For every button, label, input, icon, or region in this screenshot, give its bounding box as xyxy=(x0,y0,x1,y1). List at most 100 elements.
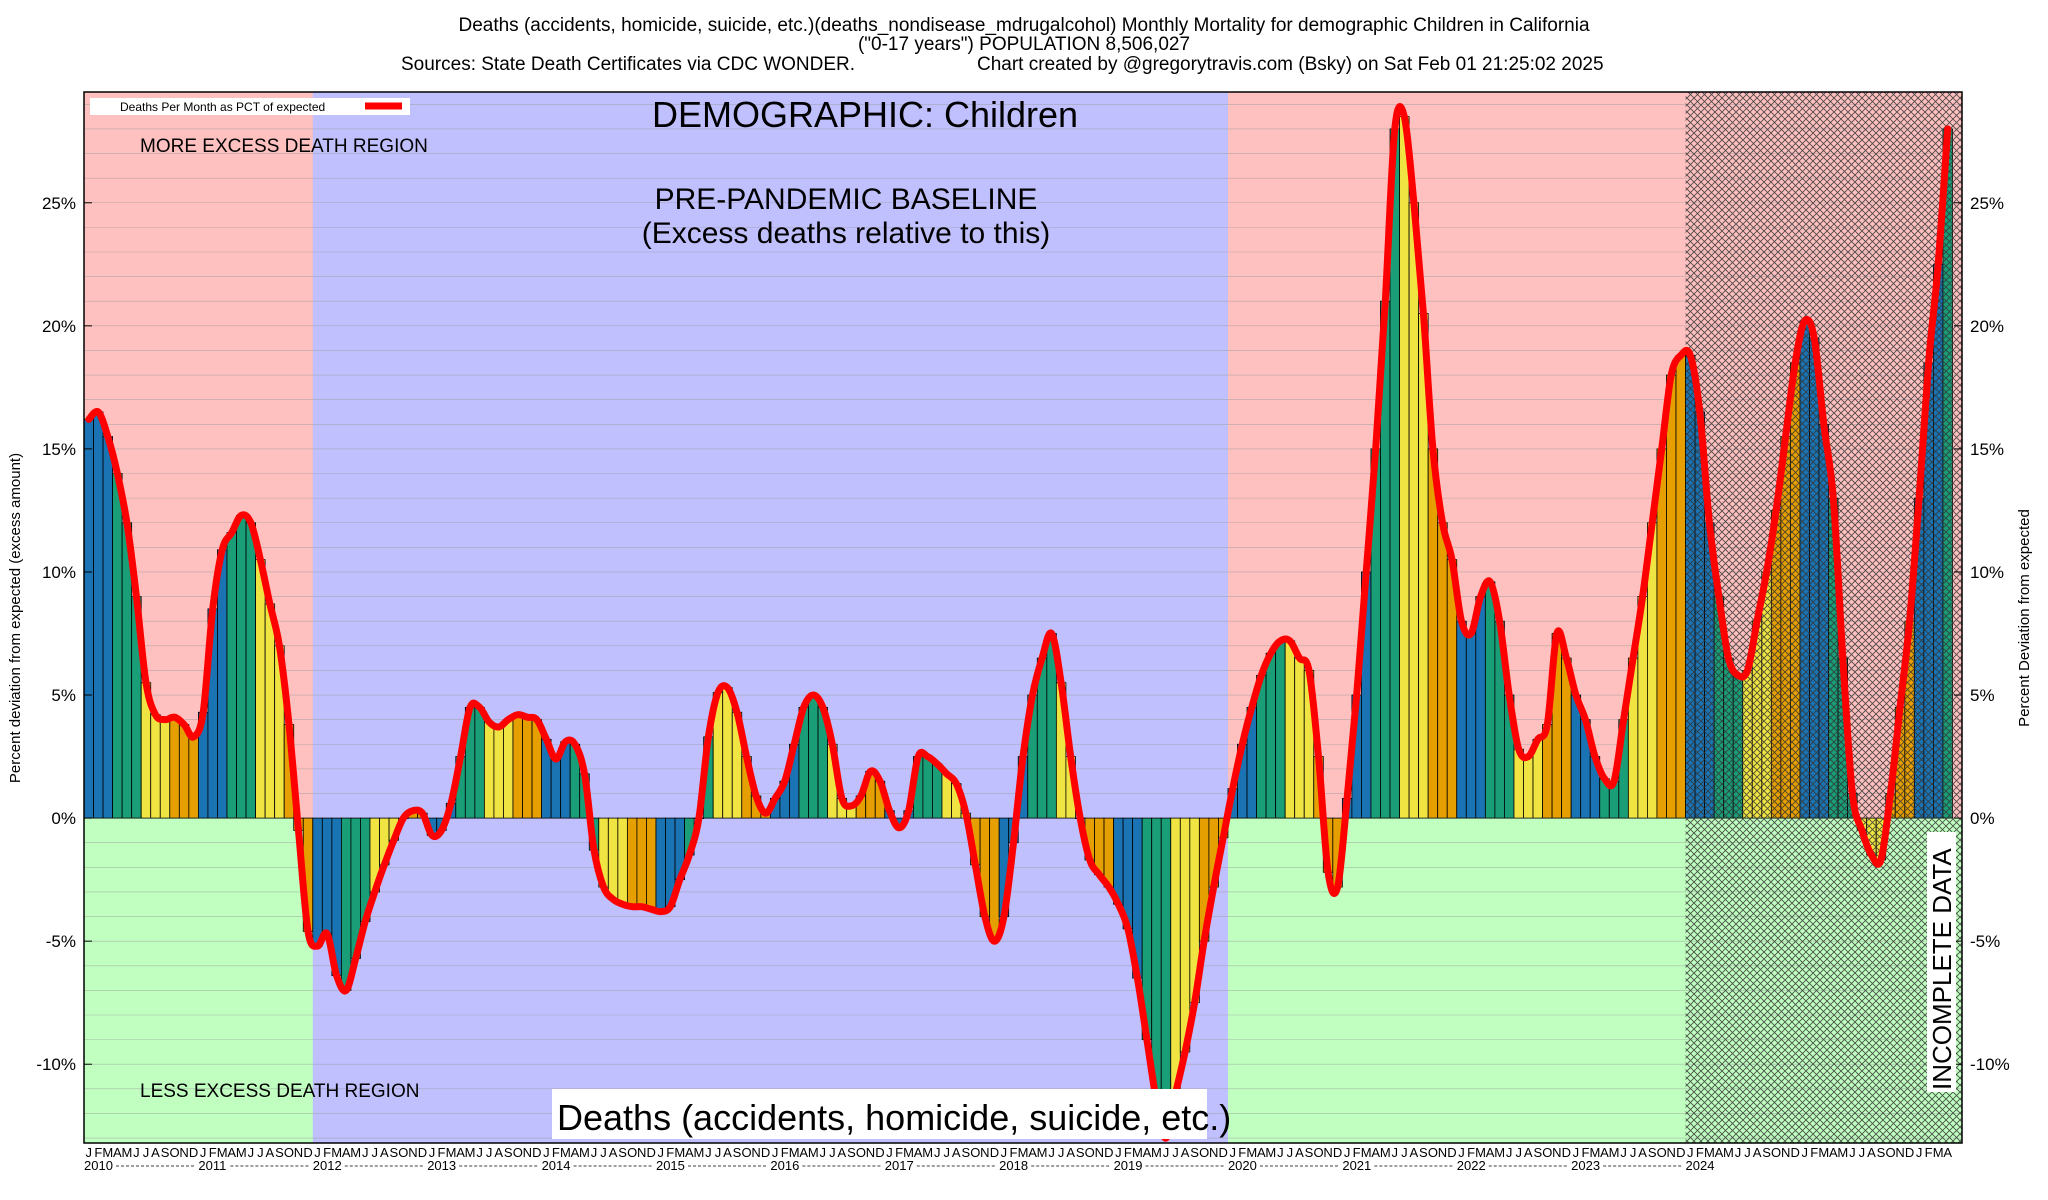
x-month-label: J xyxy=(248,1145,255,1160)
x-month-label: S xyxy=(1190,1145,1199,1160)
x-month-label: A xyxy=(838,1145,847,1160)
x-month-label: J xyxy=(1001,1145,1008,1160)
x-month-label: F xyxy=(666,1145,674,1160)
x-month-label: N xyxy=(1895,1145,1904,1160)
x-month-label: A xyxy=(1143,1145,1152,1160)
bar xyxy=(1437,522,1448,819)
x-month-label: J xyxy=(543,1145,550,1160)
x-month-label: A xyxy=(494,1145,503,1160)
x-month-label: S xyxy=(275,1145,284,1160)
bar xyxy=(1475,596,1486,819)
bar xyxy=(169,716,180,819)
x-year-label: 2010 xyxy=(84,1158,113,1173)
x-month-label: N xyxy=(179,1145,188,1160)
x-month-label: N xyxy=(1095,1145,1104,1160)
x-month-label: O xyxy=(1428,1145,1438,1160)
x-month-label: J xyxy=(772,1145,779,1160)
x-month-label: M xyxy=(1475,1145,1486,1160)
x-month-label: A xyxy=(1638,1145,1647,1160)
x-year-label: 2021 xyxy=(1342,1158,1371,1173)
x-month-label: D xyxy=(1104,1145,1113,1160)
x-month-label: J xyxy=(1687,1145,1694,1160)
x-month-label: A xyxy=(1371,1145,1380,1160)
x-month-label: F xyxy=(1353,1145,1361,1160)
x-month-label: A xyxy=(113,1145,122,1160)
x-month-label: N xyxy=(1667,1145,1676,1160)
x-month-label: M xyxy=(465,1145,476,1160)
x-month-label: J xyxy=(1458,1145,1465,1160)
x-month-label: F xyxy=(1467,1145,1475,1160)
incomplete-data-label: INCOMPLETE DATA xyxy=(1927,848,1957,1090)
x-month-label: A xyxy=(1600,1145,1609,1160)
y-tick-label-left: -10% xyxy=(36,1055,76,1074)
plot-frame xyxy=(83,91,1963,1144)
x-month-label: M xyxy=(1265,1145,1276,1160)
x-month-label: J xyxy=(1801,1145,1808,1160)
x-year-label: 2019 xyxy=(1114,1158,1143,1173)
x-month-label: A xyxy=(1524,1145,1533,1160)
bar xyxy=(245,522,256,819)
x-year-label: 2015 xyxy=(656,1158,685,1173)
chart-title: Deaths (accidents, homicide, suicide, et… xyxy=(401,15,1604,75)
x-year-label: 2022 xyxy=(1457,1158,1486,1173)
bar xyxy=(226,532,237,819)
y-tick-label-right: 0% xyxy=(1970,809,1995,828)
x-year-label: 2013 xyxy=(427,1158,456,1173)
x-month-label: O xyxy=(284,1145,294,1160)
x-month-label: D xyxy=(418,1145,427,1160)
incomplete-label-box xyxy=(1927,832,1956,1092)
x-month-label: M xyxy=(579,1145,590,1160)
title-line-3: Sources: State Death Certificates via CD… xyxy=(401,54,855,75)
x-month-label: A xyxy=(723,1145,732,1160)
x-month-label: S xyxy=(504,1145,513,1160)
bar xyxy=(512,714,523,819)
x-month-label: M xyxy=(1933,1145,1944,1160)
bar xyxy=(550,758,562,819)
bar xyxy=(1179,817,1191,1053)
x-year-label: 2023 xyxy=(1571,1158,1600,1173)
x-month-label: D xyxy=(1905,1145,1914,1160)
x-month-label: M xyxy=(1704,1145,1715,1160)
x-month-label: O xyxy=(513,1145,523,1160)
x-month-label: M xyxy=(674,1145,685,1160)
bar xyxy=(1523,756,1534,819)
x-month-label: J xyxy=(86,1145,93,1160)
x-month-label: J xyxy=(829,1145,836,1160)
x-month-label: A xyxy=(1181,1145,1190,1160)
x-month-label: A xyxy=(685,1145,694,1160)
x-month-label: J xyxy=(591,1145,598,1160)
bottom-label-box xyxy=(552,1089,1207,1139)
x-month-label: A xyxy=(609,1145,618,1160)
y-tick-label-right: 20% xyxy=(1970,317,2004,336)
x-year-label: 2012 xyxy=(313,1158,342,1173)
x-month-label: M xyxy=(446,1145,457,1160)
bar xyxy=(1294,657,1305,819)
x-month-label: O xyxy=(741,1145,751,1160)
bar xyxy=(93,411,104,819)
x-month-label: A xyxy=(1410,1145,1419,1160)
bar xyxy=(188,736,199,819)
x-month-label: M xyxy=(121,1145,132,1160)
x-month-label: N xyxy=(1552,1145,1561,1160)
bar xyxy=(1465,633,1477,819)
x-month-label: J xyxy=(1506,1145,1513,1160)
x-month-label: J xyxy=(1058,1145,1065,1160)
x-month-label: J xyxy=(1573,1145,1580,1160)
y-tick-label-left: 10% xyxy=(42,563,76,582)
more-excess-region-label: MORE EXCESS DEATH REGION xyxy=(140,136,428,157)
x-month-label: D xyxy=(189,1145,198,1160)
x-month-label: M xyxy=(350,1145,361,1160)
bar xyxy=(340,817,352,991)
bar xyxy=(522,716,533,819)
x-month-label: F xyxy=(1696,1145,1704,1160)
x-month-label: S xyxy=(847,1145,856,1160)
bar xyxy=(312,817,323,947)
bar xyxy=(159,719,171,819)
x-month-label: O xyxy=(627,1145,637,1160)
incomplete-hatch xyxy=(1685,92,1962,1143)
x-month-label: A xyxy=(380,1145,389,1160)
x-month-label: J xyxy=(1916,1145,1923,1160)
x-month-label: M xyxy=(1590,1145,1601,1160)
x-month-label: J xyxy=(133,1145,140,1160)
x-month-label: J xyxy=(1115,1145,1122,1160)
